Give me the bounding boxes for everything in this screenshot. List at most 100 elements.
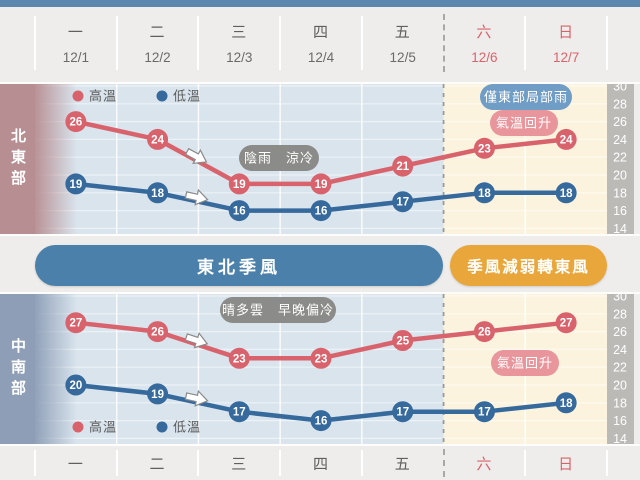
trend-arrow-icon (184, 389, 209, 407)
day-name: 五 (394, 455, 411, 473)
temp-value-label: 27 (560, 318, 573, 330)
temp-value-label: 23 (233, 353, 246, 365)
weekend-divider-dashed (442, 13, 445, 73)
annotation-text: 僅東部局部雨 (484, 90, 568, 105)
temp-value-label: 18 (560, 188, 573, 200)
temp-marker (555, 128, 577, 150)
temp-value-label: 19 (233, 179, 246, 191)
y-tick-label: 14 (613, 432, 627, 444)
temp-value-label: 16 (233, 206, 246, 218)
legend-high-dot-icon (72, 90, 84, 102)
temp-value-label: 26 (69, 117, 82, 129)
temp-marker (310, 410, 332, 432)
temp-value-label: 17 (396, 407, 409, 419)
y-tick-label: 20 (613, 169, 627, 183)
day-name: 四 (312, 24, 329, 41)
legend-low-dot-icon (156, 421, 168, 433)
region-label: 中南部 (9, 337, 26, 401)
legend-low-dot-icon (156, 90, 168, 102)
day-column-二: 二 (117, 446, 199, 480)
temp-value-label: 26 (151, 327, 164, 339)
day-name: 五 (394, 24, 411, 41)
day-date: 12/5 (389, 50, 416, 65)
legend-high-dot-icon (72, 421, 84, 433)
day-date: 12/4 (307, 50, 335, 65)
day-name: 一 (67, 455, 84, 473)
temp-marker (392, 155, 414, 177)
trend-arrow-icon (184, 332, 209, 349)
y-axis-strip (607, 294, 634, 444)
y-tick-label: 28 (613, 307, 627, 321)
y-tick-label: 16 (613, 414, 627, 428)
temp-value-label: 16 (315, 416, 328, 428)
day-column-日: 日 12/7 (525, 8, 607, 78)
top-accent-bar (0, 0, 640, 7)
region-tab-1: 中南部 (0, 294, 35, 444)
temp-marker (473, 401, 495, 423)
day-name: 三 (231, 455, 248, 473)
day-date: 12/7 (552, 50, 580, 65)
day-column-五: 五 12/5 (362, 8, 444, 78)
temp-value-label: 19 (315, 179, 328, 191)
temp-value-label: 21 (396, 161, 409, 173)
legend-low-label: 低溫 (173, 89, 201, 104)
legend-high-label: 高溫 (89, 420, 117, 435)
day-name: 四 (312, 455, 329, 473)
column-separator (524, 16, 527, 70)
column-separator (197, 450, 200, 476)
day-column-四: 四 (280, 446, 362, 480)
day-date: 12/3 (226, 50, 253, 65)
date-header-row: 一 12/1 二 12/2 三 12/3 四 12/4 五 12/5 六 12/6 日 12/7 (0, 8, 640, 78)
temp-marker (65, 312, 87, 334)
temp-marker (65, 111, 87, 133)
temp-value-label: 17 (478, 407, 491, 419)
y-tick-label: 24 (613, 133, 627, 147)
y-tick-label: 26 (613, 325, 627, 339)
annotation-text: 氣溫回升 (496, 116, 552, 131)
region-label: 北東部 (9, 127, 26, 191)
temp-value-label: 19 (69, 179, 82, 191)
annotation-badge-pink (491, 350, 559, 376)
monsoon-banner-weakening-east-wind: 季風減弱轉東風 (450, 245, 607, 286)
y-tick-label: 26 (613, 115, 627, 129)
weekend-divider-dashed (442, 448, 445, 478)
y-tick-label: 30 (613, 294, 627, 304)
temp-marker (310, 173, 332, 195)
banner-label: 東北季風 (197, 258, 281, 277)
chart-northeast: 北東部 30 28 26 24 22 20 18 16 14 26 24 19 19 21 23 24 19 18 1… (0, 82, 640, 236)
y-tick-label: 28 (613, 97, 627, 111)
y-tick-label: 22 (613, 361, 627, 375)
column-separator (34, 450, 36, 476)
banner-label: 季風減弱轉東風 (467, 258, 590, 276)
day-name: 六 (476, 24, 493, 41)
temp-marker (392, 401, 414, 423)
monsoon-banner-northeast-wind: 東北季風 (35, 245, 443, 286)
chart-central-south: 中南部 30 28 26 24 22 20 18 16 14 27 26 23 23 25 26 27 20 19 1… (0, 292, 640, 446)
column-separator (279, 16, 282, 70)
temp-value-label: 26 (478, 327, 491, 339)
day-column-日: 日 (525, 446, 607, 480)
annotation-badge-gray (220, 297, 336, 323)
temp-marker (228, 200, 250, 222)
temp-marker (147, 321, 169, 343)
temp-marker (555, 312, 577, 334)
temp-value-label: 16 (315, 206, 328, 218)
column-separator (197, 16, 200, 70)
y-axis-strip (607, 84, 634, 234)
temp-marker (147, 182, 169, 204)
day-column-五: 五 (362, 446, 444, 480)
day-name: 日 (558, 455, 575, 473)
annotation-badge-blue (480, 84, 572, 110)
temp-marker (473, 137, 495, 159)
temperature-plot: 30 28 26 24 22 20 18 16 14 27 26 23 23 25 26 27 20 19 17 16… (35, 294, 634, 444)
day-column-二: 二 12/2 (117, 8, 199, 78)
temp-marker (555, 182, 577, 204)
temp-value-label: 18 (560, 398, 573, 410)
column-separator (360, 16, 363, 70)
legend-low-label: 低溫 (173, 420, 201, 435)
temp-marker (310, 200, 332, 222)
day-column-六: 六 (444, 446, 526, 480)
day-footer-row: 一二三四五六日 (0, 446, 640, 480)
region-tab-0: 北東部 (0, 84, 35, 234)
temp-marker (147, 383, 169, 405)
